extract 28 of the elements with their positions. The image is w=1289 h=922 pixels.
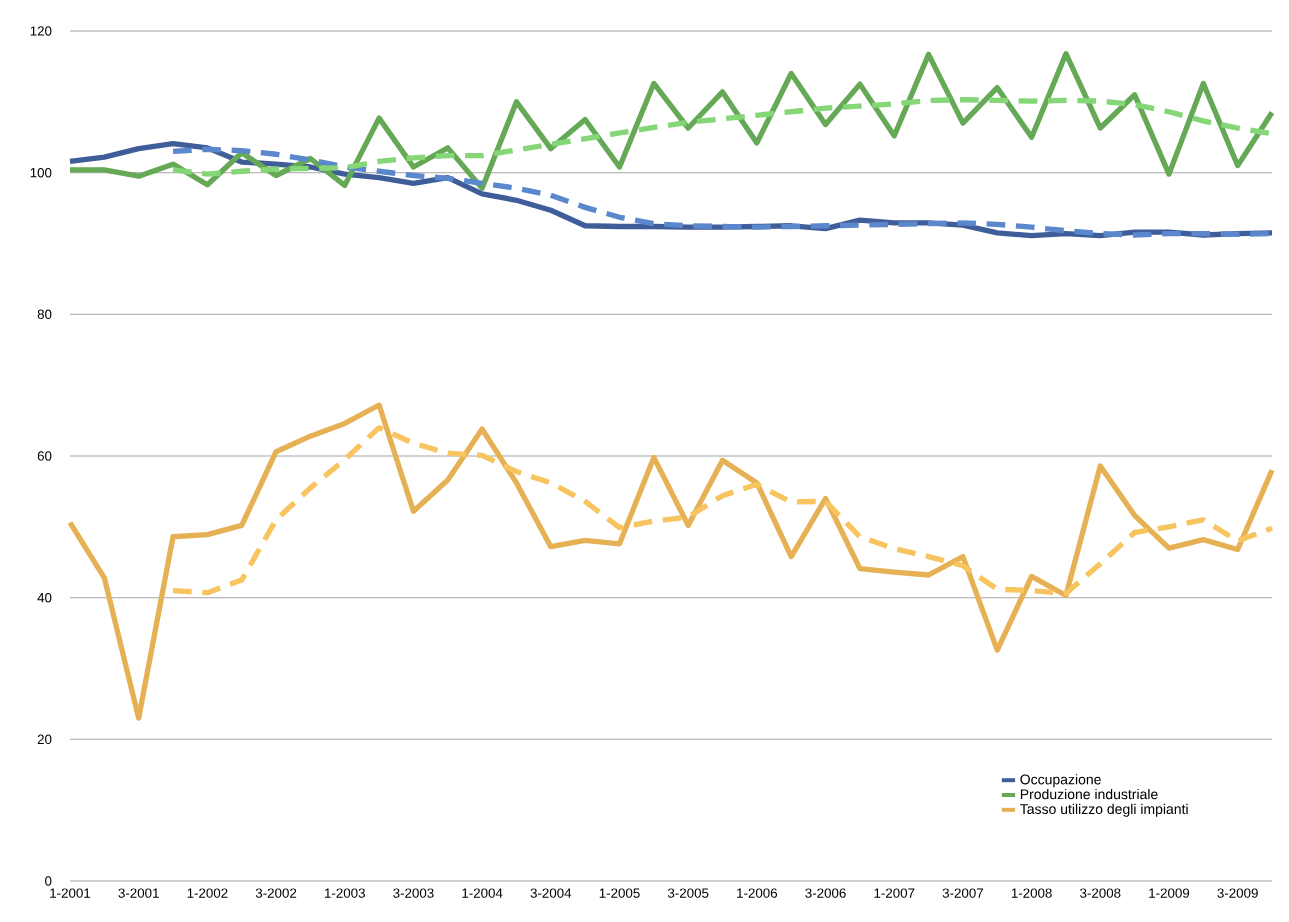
x-tick-label: 1-2008 [1011,888,1052,898]
legend-label: Tasso utilizzo degli impianti [1020,803,1188,817]
x-tick-label: 1-2003 [325,888,365,898]
x-tick-label: 3-2001 [118,888,159,898]
y-tick-label: 60 [37,451,52,461]
y-tick-label: 80 [37,309,52,320]
x-tick-label: 3-2009 [1217,888,1258,898]
x-tick-label: 1-2007 [874,888,915,898]
x-tick-label: 1-2006 [737,888,778,898]
legend-label: Occupazione [1020,774,1101,788]
x-tick-label: 3-2004 [530,888,572,898]
x-tick-label: 1-2001 [50,888,91,898]
x-tick-label: 3-2007 [942,888,984,898]
y-tick-label: 20 [37,734,52,745]
x-tick-label: 1-2009 [1149,888,1190,898]
x-tick-label: 3-2002 [255,888,297,898]
y-tick-label: 40 [37,592,52,603]
x-tick-label: 3-2008 [1080,888,1121,898]
x-tick-label: 1-2005 [599,888,640,898]
x-tick-label: 1-2004 [462,888,503,898]
x-tick-label: 1-2002 [187,888,228,898]
x-tick-label: 3-2006 [805,888,846,898]
y-tick-label: 100 [30,167,52,178]
y-tick-label: 120 [30,26,52,36]
legend-label: Produzione industriale [1020,788,1158,800]
y-tick-label: 0 [45,876,52,886]
x-tick-label: 3-2005 [667,888,709,898]
x-tick-label: 3-2003 [393,888,434,898]
